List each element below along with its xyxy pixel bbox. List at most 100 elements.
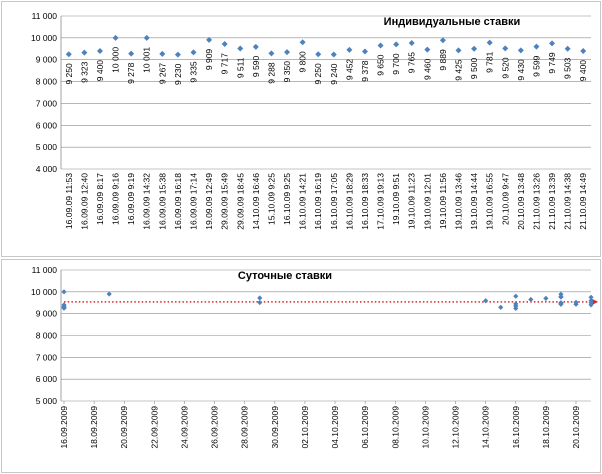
data-point — [408, 39, 415, 46]
data-point — [237, 45, 244, 52]
data-point — [128, 50, 135, 57]
data-label: 9 599 — [531, 55, 541, 77]
data-point — [439, 37, 446, 44]
data-label: 9 400 — [95, 60, 105, 82]
data-label: 10 000 — [111, 47, 121, 73]
daily-bids-plot: 5 000 6 000 7 000 8 000 9 000 10 000 11 000 16.… — [31, 265, 599, 449]
data-label: 9 378 — [360, 60, 370, 82]
individual-bids-plot: 4 000 5 000 6 000 7 000 8 000 9 000 10 000 11 0… — [31, 11, 591, 230]
data-point — [377, 42, 384, 49]
x-tick-label: 14.10.2009 — [481, 406, 491, 449]
x-tick-label: 14.10.09 16:46 — [251, 173, 261, 230]
data-label: 9 278 — [126, 62, 136, 84]
x-tick-label: 12.10.2009 — [451, 406, 461, 449]
x-tick-label: 10.10.2009 — [420, 406, 430, 449]
data-label: 10 001 — [142, 47, 152, 73]
data-label: 9 800 — [298, 51, 308, 73]
y-tick-label: 4 000 — [36, 164, 58, 174]
data-point — [471, 45, 478, 52]
data-label: 9 503 — [563, 57, 573, 79]
individual-bids-chart: 4 000 5 000 6 000 7 000 8 000 9 000 10 000 11 0… — [1, 1, 601, 257]
data-point — [65, 51, 72, 58]
x-tick-label: 21.10.09 14:38 — [563, 173, 573, 230]
data-label: 9 267 — [157, 63, 167, 85]
x-tick-label: 18.09.2009 — [89, 406, 99, 449]
data-label: 9 717 — [220, 53, 230, 75]
x-tick-label: 19.10.09 12:01 — [422, 173, 432, 230]
x-tick-label: 20.10.09 13:48 — [516, 173, 526, 230]
data-point — [498, 304, 504, 310]
data-point — [346, 46, 353, 53]
data-point — [558, 294, 564, 300]
data-label: 9 520 — [500, 57, 510, 79]
y-tick-label: 6 000 — [36, 120, 58, 130]
y-tick-label: 9 000 — [36, 55, 58, 65]
data-point — [252, 43, 259, 50]
data-point — [330, 51, 337, 58]
x-tick-label: 30.09.2009 — [270, 406, 280, 449]
y-tick-label: 7 000 — [36, 352, 58, 362]
data-point — [257, 299, 263, 306]
data-point — [299, 39, 306, 46]
data-label: 9 511 — [235, 57, 245, 78]
x-tick-label: 16.09.09 12:40 — [79, 173, 89, 230]
data-label: 9 350 — [282, 61, 292, 83]
x-tick-label: 06.10.2009 — [360, 406, 370, 449]
data-label: 9 400 — [578, 60, 588, 82]
data-label: 9 590 — [251, 56, 261, 78]
x-tick-label: 16.09.09 14:32 — [142, 173, 152, 230]
data-point — [81, 49, 88, 56]
data-label: 9 288 — [266, 62, 276, 84]
data-point — [564, 45, 571, 52]
data-label: 9 250 — [64, 63, 74, 85]
x-tick-label: 16.10.09 16:19 — [313, 173, 323, 230]
data-point — [361, 48, 368, 55]
data-label: 9 889 — [438, 49, 448, 71]
data-label: 9 700 — [391, 53, 401, 75]
x-tick-label: 16.09.09 8:17 — [95, 173, 105, 225]
x-tick-label: 24.09.2009 — [179, 406, 189, 449]
data-point — [513, 293, 519, 299]
data-point — [315, 51, 322, 58]
data-point — [106, 291, 112, 297]
y-tick-label: 8 000 — [36, 77, 58, 87]
data-label: 9 425 — [454, 59, 464, 81]
data-point — [455, 47, 462, 54]
data-point — [528, 296, 534, 303]
data-point — [96, 47, 103, 54]
data-label: 9 909 — [204, 49, 214, 71]
data-point — [268, 50, 275, 57]
y-tick-label: 10 000 — [31, 287, 57, 297]
x-tick-label: 18.10.2009 — [541, 406, 551, 449]
y-tick-label: 5 000 — [36, 142, 58, 152]
data-point — [112, 34, 119, 41]
y-tick-label: 7 000 — [36, 98, 58, 108]
data-label: 9 240 — [329, 63, 339, 85]
data-point — [513, 301, 519, 307]
x-tick-label: 04.10.2009 — [330, 406, 340, 449]
x-tick-label: 16.10.09 18:29 — [344, 173, 354, 230]
x-tick-label: 20.09.2009 — [119, 406, 129, 449]
x-tick-label: 21.10.09 14:49 — [578, 173, 588, 230]
x-tick-label: 21.10.09 13:26 — [531, 173, 541, 230]
x-tick-label: 16.09.09 11:53 — [64, 173, 74, 229]
y-tick-label: 6 000 — [36, 374, 58, 384]
data-label: 9 650 — [376, 54, 386, 76]
x-tick-label: 16.10.2009 — [511, 406, 521, 449]
x-tick-label: 19.10.09 14:44 — [469, 173, 479, 230]
data-point — [549, 40, 556, 47]
data-point — [517, 47, 524, 54]
x-tick-label: 16.09.09 15:38 — [157, 173, 167, 230]
x-tick-label: 19.10.09 11:23 — [407, 173, 417, 229]
y-tick-label: 10 000 — [31, 33, 57, 43]
data-point — [159, 50, 166, 57]
x-tick-label: 19.09.09 12:49 — [204, 173, 214, 230]
data-label: 9 230 — [173, 63, 183, 85]
x-tick-label: 22.09.2009 — [149, 406, 159, 449]
x-tick-label: 16.09.2009 — [59, 406, 69, 449]
x-tick-label: 29.09.09 15:49 — [220, 173, 230, 230]
data-label: 9 500 — [469, 58, 479, 80]
daily-bids-chart: 5 000 6 000 7 000 8 000 9 000 10 000 11 000 16.… — [1, 259, 601, 473]
data-label: 9 430 — [516, 59, 526, 81]
x-tick-label: 19.10.09 13:46 — [454, 173, 464, 230]
